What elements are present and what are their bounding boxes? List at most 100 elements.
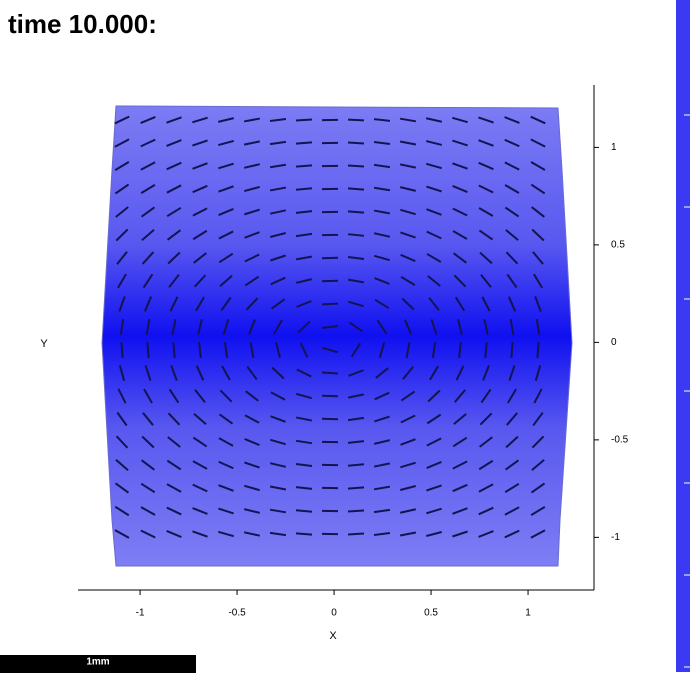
director <box>504 184 520 194</box>
director <box>452 483 468 493</box>
director <box>504 116 520 124</box>
director <box>295 416 313 422</box>
director <box>296 300 312 308</box>
director <box>531 228 545 242</box>
director <box>114 183 130 195</box>
director <box>374 415 390 423</box>
director <box>530 529 546 539</box>
director <box>269 140 287 146</box>
director <box>219 389 233 403</box>
director <box>399 140 417 146</box>
director <box>295 463 313 467</box>
director <box>166 459 182 471</box>
scale-bar-label: 1mm <box>86 657 109 668</box>
director <box>452 460 468 470</box>
director <box>166 161 182 171</box>
director <box>426 208 442 216</box>
director <box>478 483 494 493</box>
director <box>119 318 125 336</box>
director <box>373 439 391 445</box>
colorbar <box>676 0 690 672</box>
director <box>426 531 442 537</box>
director <box>531 435 545 449</box>
director <box>273 319 283 335</box>
director <box>192 229 208 241</box>
director <box>481 296 491 312</box>
director <box>244 253 260 263</box>
director <box>193 412 207 426</box>
director <box>373 209 391 215</box>
director <box>376 319 388 335</box>
director <box>504 482 520 494</box>
director <box>218 507 234 515</box>
x-tick-label: -1 <box>136 608 145 619</box>
director <box>295 232 313 238</box>
director <box>504 206 520 218</box>
director <box>115 206 129 218</box>
director <box>532 251 544 265</box>
director <box>169 296 179 312</box>
director <box>374 298 390 310</box>
director <box>431 341 437 359</box>
director <box>243 531 261 537</box>
director <box>295 439 313 445</box>
director <box>373 163 391 169</box>
director <box>532 273 544 289</box>
director <box>506 412 518 426</box>
x-tick-label: 0 <box>331 608 337 619</box>
director <box>115 228 129 242</box>
director <box>269 508 287 514</box>
director <box>426 484 442 492</box>
director <box>141 435 155 449</box>
director <box>534 365 542 381</box>
director <box>426 507 442 515</box>
director <box>400 253 416 263</box>
director <box>480 274 492 288</box>
director <box>167 251 181 265</box>
director <box>452 139 468 147</box>
director <box>142 273 154 289</box>
director <box>505 435 519 449</box>
director <box>427 389 441 403</box>
director <box>504 529 520 539</box>
director <box>295 141 313 145</box>
director <box>452 230 468 240</box>
director <box>296 368 312 378</box>
director <box>244 275 260 287</box>
director <box>222 319 230 335</box>
director <box>374 391 390 401</box>
director <box>270 254 286 262</box>
director <box>218 185 234 193</box>
director <box>168 274 180 288</box>
director <box>295 255 313 261</box>
director <box>347 416 365 422</box>
director <box>218 208 234 216</box>
director <box>115 435 129 449</box>
director <box>530 183 546 195</box>
director <box>452 436 468 448</box>
director <box>455 365 465 381</box>
director <box>140 161 156 171</box>
domain <box>101 105 573 567</box>
director <box>248 319 256 335</box>
director <box>430 319 438 335</box>
director <box>170 365 178 381</box>
director <box>504 138 520 148</box>
director <box>218 530 234 538</box>
director <box>167 436 181 448</box>
director <box>504 506 520 516</box>
director <box>223 341 229 359</box>
director <box>140 529 156 539</box>
director <box>295 210 313 214</box>
director <box>373 232 391 238</box>
director <box>400 438 416 446</box>
director <box>295 486 313 490</box>
director <box>425 117 443 123</box>
director <box>347 255 365 261</box>
director <box>399 531 417 537</box>
director <box>245 297 259 311</box>
director <box>458 341 462 359</box>
director <box>297 320 311 334</box>
director <box>198 341 202 359</box>
